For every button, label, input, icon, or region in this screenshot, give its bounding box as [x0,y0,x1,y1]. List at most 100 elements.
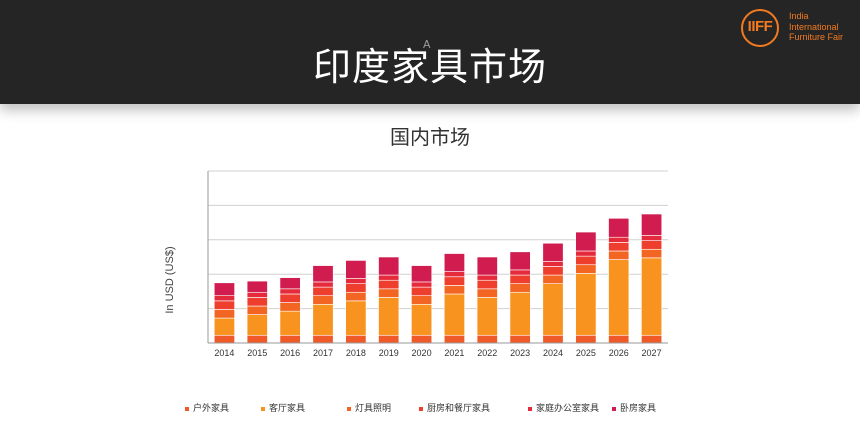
bar-segment-2027-s4 [641,235,663,241]
y-axis-label: In USD (US$) [164,246,176,314]
bar-segment-2019-s2 [378,288,400,298]
logo-line-1: India [789,11,809,21]
legend-label: 客厅家具 [269,404,306,414]
bar-segment-2026-s1 [608,259,630,336]
bar-segment-2027-s3 [641,240,663,250]
gridlines [208,170,668,310]
bar-segment-2023-s1 [509,291,531,336]
x-tick-label: 2018 [346,348,366,358]
bar-segment-2017-s0 [312,334,334,344]
bar-segment-2017-s4 [312,281,334,288]
bar-segment-2020-s2 [411,295,433,305]
x-tick-label: 2015 [247,348,267,358]
legend-label: 灯具照明 [355,404,392,414]
bar-segment-2020-s3 [411,286,433,297]
bar-segment-2022-s3 [476,279,498,290]
legend-label: 户外家具 [193,404,230,414]
bar-segment-2018-s2 [345,291,367,302]
bar-segment-2015-s4 [246,291,268,298]
bar-segment-2014-s2 [213,309,235,319]
legend-item: 客厅家具 [261,401,305,414]
x-tick-label: 2026 [609,348,629,358]
logo-line-2: International [789,21,839,32]
bar-segment-2018-s4 [345,278,367,284]
bar-segment-2014-s0 [213,334,235,344]
bar-segment-2025-s1 [575,273,597,336]
logo-circle-icon [741,9,779,47]
bar-segment-2017-s2 [312,295,334,305]
bar-segment-2025-s3 [575,255,597,266]
bar-segment-2026-s4 [608,236,630,243]
bar-segment-2014-s3 [213,300,235,310]
bar-segment-2016-s5 [279,277,301,290]
bars [213,213,663,344]
x-tick-label: 2016 [280,348,300,358]
bar-segment-2021-s3 [443,276,465,286]
bar-segment-2023-s4 [509,269,531,276]
bar-segment-2025-s4 [575,250,597,257]
bar-segment-2024-s5 [542,242,564,262]
bar-segment-2016-s3 [279,293,301,303]
bar-segment-2021-s5 [443,253,465,272]
bar-segment-2025-s2 [575,264,597,274]
legend-item: 户外家具 [185,401,229,414]
bar-segment-2014-s4 [213,295,235,302]
legend-item: 灯具照明 [347,401,391,414]
bar-segment-2016-s1 [279,310,301,336]
bar-segment-2025-s5 [575,231,597,252]
bar-segment-2017-s1 [312,303,334,336]
bar-segment-2022-s0 [476,334,498,344]
x-tick-label: 2019 [379,348,399,358]
bar-segment-2021-s1 [443,293,465,336]
bar-segment-2019-s5 [378,256,400,276]
legend-swatch [347,406,351,411]
legend-item: 卧房家具 [612,401,656,414]
bar-segment-2020-s4 [411,281,433,288]
x-tick-label: 2020 [412,348,432,358]
bar-segment-2015-s2 [246,305,268,315]
bar-segment-2024-s1 [542,283,564,336]
bar-segment-2015-s3 [246,297,268,307]
chart-title: 国内市场 [390,125,470,149]
bar-segment-2026-s3 [608,242,630,252]
bar-segment-2022-s2 [476,288,498,298]
page-title: 印度家具市场 [312,45,547,89]
bar-segment-2018-s0 [345,334,367,344]
legend-label: 家庭办公室家具 [536,404,600,414]
title-banner: 印度家具市场 A IIFF India International Furnit… [0,0,860,104]
bar-segment-2020-s0 [411,334,433,344]
bar-segment-2016-s2 [279,302,301,312]
x-tick-label: 2024 [543,348,563,358]
bar-segment-2014-s5 [213,282,235,296]
bar-segment-2016-s0 [279,334,301,344]
text-cursor-marker: A [423,38,431,51]
bar-segment-2024-s2 [542,274,564,284]
x-tick-labels: 2014 2015 2016 2017 2018 2019 2020 2021 2022 2023… [214,348,661,358]
bar-segment-2022-s1 [476,297,498,336]
bar-segment-2026-s5 [608,218,630,238]
legend-swatch [612,406,616,411]
logo-wordmark: India International Furniture Fair [789,11,843,43]
x-tick-label: 2017 [313,348,333,358]
bar-segment-2025-s0 [575,334,597,344]
bar-segment-2027-s0 [641,334,663,344]
bar-segment-2017-s3 [312,286,334,297]
bar-segment-2019-s4 [378,274,400,281]
bar-segment-2015-s1 [246,314,268,336]
bar-segment-2015-s5 [246,280,268,293]
bar-segment-2021-s0 [443,334,465,344]
bar-segment-2020-s1 [411,303,433,336]
bar-segment-2018-s5 [345,260,367,279]
x-tick-label: 2014 [214,348,234,358]
bar-segment-2026-s0 [608,334,630,344]
bar-segment-2024-s4 [542,260,564,267]
legend-item: 厨房和餐厅家具 [419,401,490,414]
bar-segment-2027-s1 [641,257,663,336]
legend-swatch [528,406,532,411]
bar-segment-2023-s2 [509,283,531,293]
bar-segment-2020-s5 [411,265,433,283]
bar-segment-2018-s1 [345,300,367,336]
bar-segment-2024-s3 [542,266,564,276]
x-tick-label: 2025 [576,348,596,358]
